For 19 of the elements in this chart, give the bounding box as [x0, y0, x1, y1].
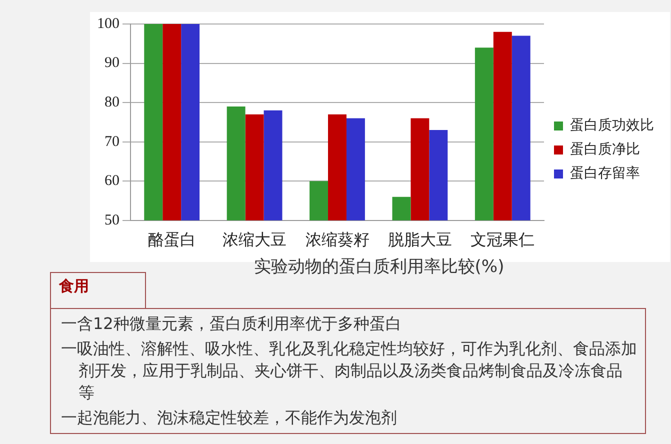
- y-tick-label: 50: [104, 212, 120, 228]
- y-tick-label: 80: [104, 94, 120, 110]
- y-tick-label: 70: [104, 134, 120, 150]
- x-tick-label: 浓缩葵籽: [305, 230, 370, 250]
- x-tick-label: 文冠果仁: [470, 230, 535, 250]
- legend-label: 蛋白存留率: [570, 166, 640, 182]
- legend-label: 蛋白质功效比: [570, 118, 654, 134]
- y-tick-label: 100: [97, 16, 120, 32]
- y-tick-label: 90: [104, 55, 120, 72]
- text: 一含12种微量元素，蛋白质利用率优于多种蛋白: [61, 313, 402, 335]
- text: 食用: [50, 272, 146, 308]
- x-tick-label: 浓缩大豆: [222, 230, 287, 250]
- legend-label: 蛋白质净比: [570, 142, 640, 158]
- text: 一起泡能力、泡沫稳定性较差，不能作为发泡剂: [61, 407, 398, 429]
- y-tick-label: 60: [104, 173, 120, 190]
- x-tick-label: 酪蛋白: [148, 230, 196, 250]
- text: 一吸油性、溶解性、吸水性、乳化及乳化稳定性均较好，可作为乳化剂、食品添加剂开发，应用于乳制品、夹心饼干、肉制品以及汤类食品烤制食品及冷冻食品等: [61, 338, 637, 404]
- x-tick-label: 脱脂大豆: [388, 230, 452, 250]
- text: 实验动物的蛋白质利用率比较(%): [254, 257, 504, 278]
